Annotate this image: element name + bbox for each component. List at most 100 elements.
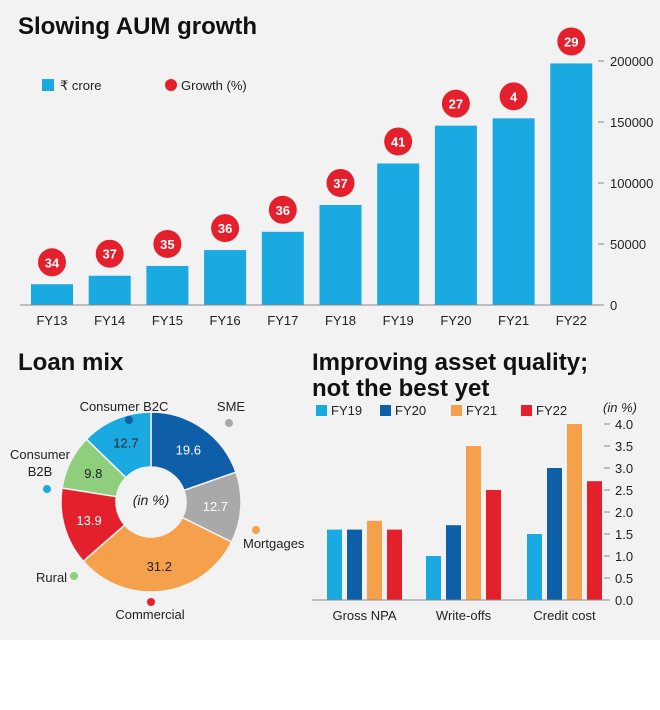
- aum-x-ticks: FY13 FY14 FY15 FY16 FY17 FY18 FY19 FY20 FY21 FY22: [36, 313, 586, 328]
- loan-value-sme: 12.7: [203, 499, 228, 514]
- asset-bar-credit-cost-fy20: [547, 468, 562, 600]
- loan-value-commercial: 13.9: [76, 513, 101, 528]
- loan-slice-mortgages: [82, 516, 233, 593]
- asset-bar-write-offs-fy21: [466, 446, 481, 600]
- growth-label-fy22: 29: [564, 34, 578, 49]
- aum-bar-fy16: [204, 250, 247, 305]
- aum-legend: ₹ crore Growth (%): [42, 78, 247, 93]
- asset-y-tick-1.0: 1.0: [615, 549, 633, 564]
- loan-mix-labels: Consumer B2C SME Mortgages Commercial Rural C…: [10, 399, 305, 622]
- asset-bar-credit-cost-fy22: [587, 481, 602, 600]
- aum-growth-dots: 34 37 35 36 36 37 41 27 4 29: [38, 27, 586, 277]
- aum-bar-fy14: [88, 275, 131, 305]
- aum-y-ticks: 0 50000 100000 150000 200000: [598, 54, 653, 313]
- growth-label-fy21: 4: [510, 89, 518, 104]
- asset-y-tick-3.5: 3.5: [615, 439, 633, 454]
- aum-bar-fy18: [319, 204, 362, 305]
- loan-label-dot-rural: [70, 572, 78, 580]
- asset-x-tick-write-offs: Write-offs: [436, 608, 492, 623]
- aum-y-tick-0: 0: [610, 298, 617, 313]
- growth-label-fy19: 41: [391, 134, 405, 149]
- asset-quality-y-ticks: 0.0 0.5 1.0 1.5 2.0 2.5 3.0 3.5 4.0: [604, 417, 633, 608]
- asset-quality-bars: [327, 424, 602, 600]
- loan-label-dot-consumer-b2c: [125, 416, 133, 424]
- asset-quality-title: Improving asset quality;: [312, 349, 588, 376]
- asset-bar-gross-npa-fy21: [367, 520, 382, 600]
- aum-x-tick-fy16: FY16: [210, 313, 241, 328]
- growth-dot-fy13: [38, 248, 66, 277]
- asset-x-tick-gross-npa: Gross NPA: [332, 608, 396, 623]
- loan-value-mortgages: 31.2: [147, 559, 172, 574]
- asset-bar-credit-cost-fy19: [527, 534, 542, 600]
- loan-mix-center-label: (in %): [133, 492, 170, 508]
- aum-y-tick-200000: 200000: [610, 54, 653, 69]
- growth-label-fy15: 35: [160, 237, 174, 252]
- asset-bar-gross-npa-fy22: [387, 529, 402, 600]
- growth-label-fy14: 37: [102, 247, 116, 262]
- asset-bar-write-offs-fy22: [486, 490, 501, 600]
- loan-label-rural: Rural: [36, 570, 67, 585]
- loan-value-rural: 9.8: [84, 466, 102, 481]
- asset-y-tick-2.5: 2.5: [615, 483, 633, 498]
- aum-x-tick-fy18: FY18: [325, 313, 356, 328]
- aum-bar-fy22: [550, 63, 593, 305]
- aum-x-tick-fy14: FY14: [94, 313, 125, 328]
- growth-label-fy13: 34: [45, 255, 60, 270]
- growth-dot-fy22: [557, 27, 586, 56]
- loan-value-consumer-b2b: 12.7: [113, 436, 138, 451]
- aum-x-tick-fy19: FY19: [383, 313, 414, 328]
- asset-bar-credit-cost-fy21: [567, 424, 582, 600]
- aum-y-tick-50000: 50000: [610, 237, 646, 252]
- growth-dot-fy18: [326, 168, 355, 197]
- asset-bar-gross-npa-fy19: [327, 529, 342, 600]
- asset-y-tick-1.5: 1.5: [615, 527, 633, 542]
- aum-x-tick-fy15: FY15: [152, 313, 183, 328]
- aum-bar-fy15: [146, 265, 189, 305]
- loan-label-sme: SME: [217, 399, 246, 414]
- asset-legend-label-fy21: FY21: [466, 403, 497, 418]
- asset-y-tick-4.0: 4.0: [615, 417, 633, 432]
- aum-y-tick-100000: 100000: [610, 176, 653, 191]
- aum-x-tick-fy17: FY17: [267, 313, 298, 328]
- aum-bar-fy20: [434, 125, 477, 305]
- asset-legend-swatch-fy20: [380, 405, 391, 416]
- asset-quality-unit: (in %): [603, 400, 637, 415]
- loan-mix-title: Loan mix: [18, 349, 124, 376]
- growth-label-fy16: 36: [218, 221, 232, 236]
- aum-bars: [31, 63, 593, 305]
- growth-label-fy18: 37: [333, 176, 347, 191]
- asset-x-tick-credit-cost: Credit cost: [533, 608, 596, 623]
- growth-dot-fy20: [441, 89, 470, 118]
- legend-label-growth: Growth (%): [181, 78, 247, 93]
- growth-dot-fy21: [499, 82, 528, 111]
- loan-slice-consumer-b2b: [85, 411, 152, 479]
- asset-y-tick-3.0: 3.0: [615, 461, 633, 476]
- asset-legend-swatch-fy21: [451, 405, 462, 416]
- asset-bar-write-offs-fy19: [426, 556, 441, 600]
- aum-bar-fy19: [377, 163, 420, 305]
- loan-label-consumer-b2c: Consumer B2C: [80, 399, 169, 414]
- loan-mix-slices: 19.6 12.7 31.2 13.9 9.8 12.7: [60, 411, 242, 593]
- asset-bar-write-offs-fy20: [446, 525, 461, 600]
- asset-legend-swatch-fy19: [316, 405, 327, 416]
- aum-bar-fy17: [261, 231, 304, 305]
- loan-label-mortgages: Mortgages: [243, 536, 305, 551]
- growth-dot-fy17: [268, 195, 297, 224]
- loan-label-dot-consumer-b2b: [43, 485, 51, 493]
- aum-x-tick-fy21: FY21: [498, 313, 529, 328]
- loan-label-dot-sme: [225, 419, 233, 427]
- growth-dot-fy14: [95, 239, 124, 268]
- asset-y-tick-0.5: 0.5: [615, 571, 633, 586]
- asset-legend-label-fy20: FY20: [395, 403, 426, 418]
- asset-legend-label-fy19: FY19: [331, 403, 362, 418]
- asset-y-tick-0.0: 0.0: [615, 593, 633, 608]
- legend-swatch-crore: [42, 79, 54, 91]
- growth-label-fy17: 36: [276, 203, 290, 218]
- aum-chart-title: Slowing AUM growth: [18, 13, 257, 40]
- aum-x-tick-fy22: FY22: [556, 313, 587, 328]
- loan-label-dot-mortgages: [252, 526, 260, 534]
- legend-swatch-growth: [165, 79, 177, 91]
- loan-label-consumer-b2b: Consumer B2B: [10, 447, 71, 479]
- legend-label-crore: ₹ crore: [60, 78, 102, 93]
- growth-dot-fy16: [211, 214, 240, 243]
